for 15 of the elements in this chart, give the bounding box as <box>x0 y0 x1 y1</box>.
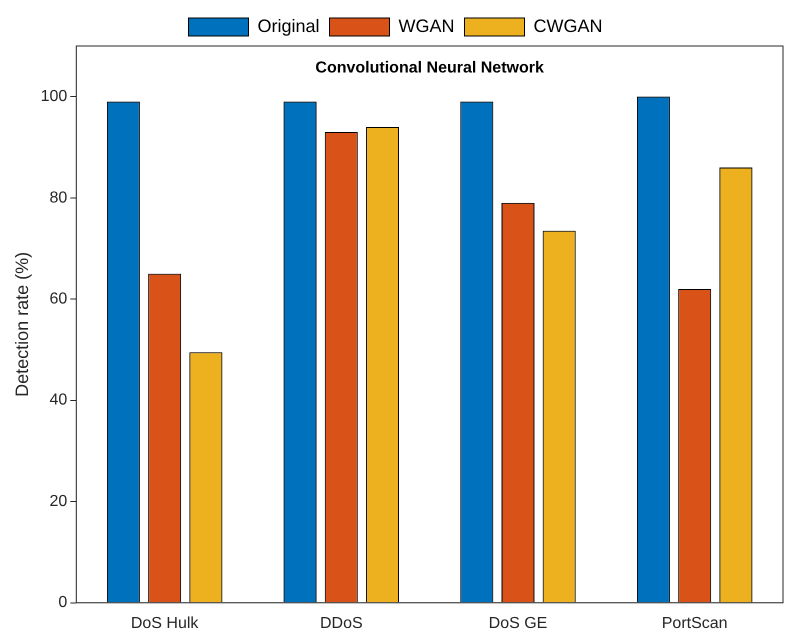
x-tick-label: DDoS <box>320 614 363 632</box>
x-tick-label: PortScan <box>662 614 728 632</box>
y-tick-label: 80 <box>50 189 68 206</box>
y-tick-label: 60 <box>50 290 68 308</box>
y-axis-title: Detection rate (%) <box>12 252 32 397</box>
legend-label: WGAN <box>398 16 455 36</box>
legend-label: CWGAN <box>534 16 603 36</box>
text: Convolutional Neural Network <box>315 59 544 76</box>
legend-label: Original <box>257 16 320 36</box>
y-tick-label: 20 <box>50 492 68 510</box>
x-tick-label: DoS Hulk <box>130 614 200 632</box>
y-tick-label: 0 <box>58 594 68 612</box>
y-tick-label: 40 <box>50 392 68 409</box>
x-tick-label: DoS GE <box>488 614 548 632</box>
y-tick-label: 100 <box>40 88 68 106</box>
